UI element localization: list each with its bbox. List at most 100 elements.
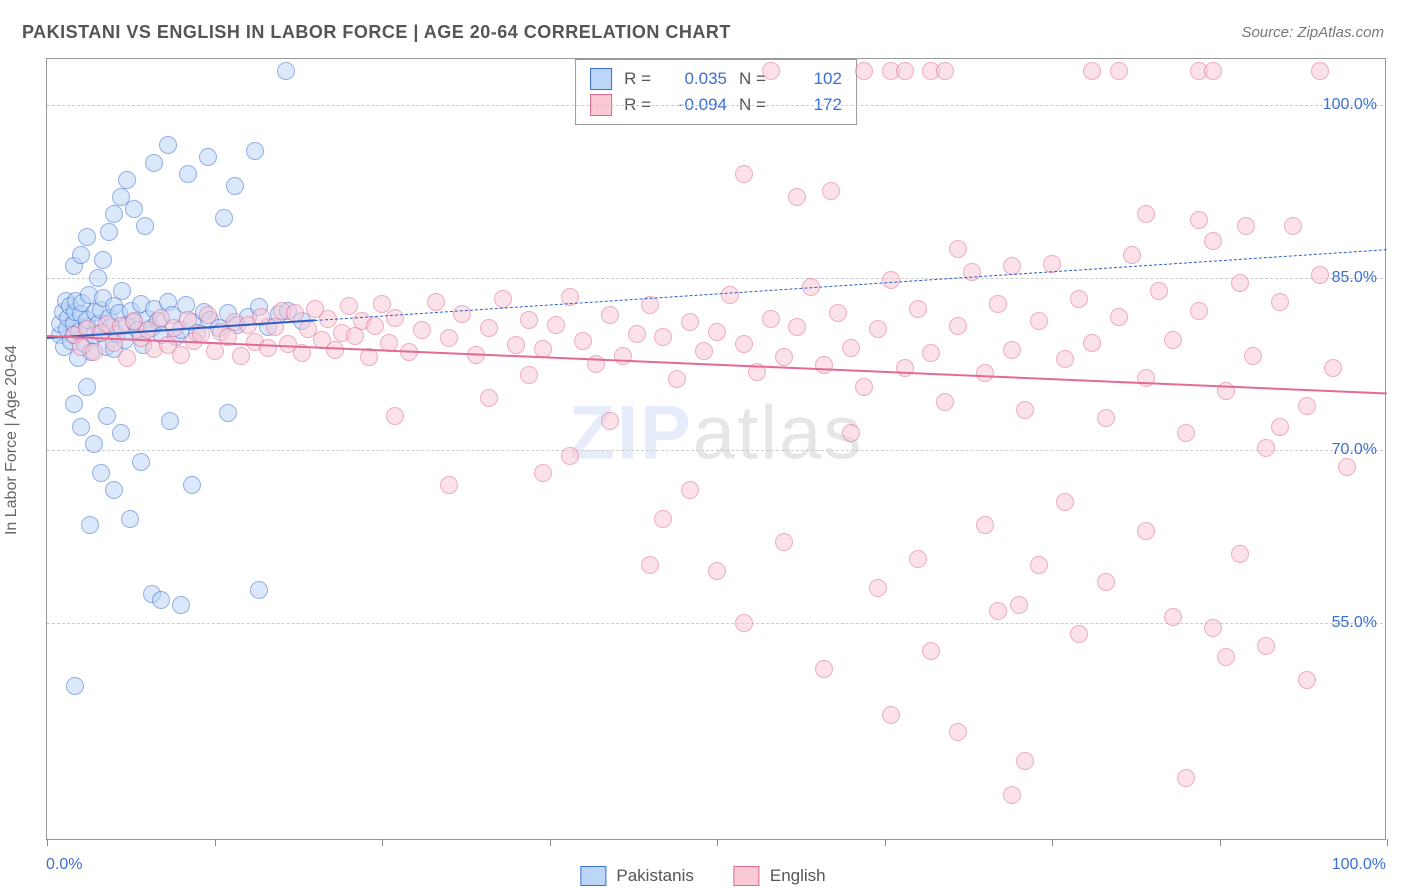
legend-label: English: [770, 866, 826, 886]
scatter-point: [762, 310, 780, 328]
scatter-point: [118, 349, 136, 367]
scatter-point: [480, 319, 498, 337]
scatter-point: [721, 286, 739, 304]
scatter-point: [172, 346, 190, 364]
scatter-point: [1083, 334, 1101, 352]
scatter-point: [440, 476, 458, 494]
scatter-point: [547, 316, 565, 334]
plot-area: ZIPatlas R =0.035N =102R =-0.094N =172 5…: [46, 58, 1386, 840]
scatter-point: [708, 562, 726, 580]
scatter-point: [1070, 625, 1088, 643]
scatter-point: [65, 395, 83, 413]
x-axis-min-label: 0.0%: [46, 856, 82, 874]
scatter-point: [842, 424, 860, 442]
x-tick: [47, 839, 48, 846]
scatter-point: [219, 404, 237, 422]
scatter-point: [136, 217, 154, 235]
scatter-point: [105, 205, 123, 223]
gridline-h: [47, 105, 1383, 106]
scatter-point: [507, 336, 525, 354]
trendline-extrapolated: [315, 249, 1387, 321]
scatter-point: [366, 317, 384, 335]
scatter-point: [681, 481, 699, 499]
scatter-point: [788, 188, 806, 206]
scatter-point: [882, 271, 900, 289]
scatter-point: [1204, 62, 1222, 80]
scatter-point: [936, 393, 954, 411]
scatter-point: [113, 282, 131, 300]
y-tick-label: 85.0%: [1332, 269, 1377, 287]
x-tick: [885, 839, 886, 846]
scatter-point: [85, 435, 103, 453]
scatter-point: [199, 148, 217, 166]
scatter-point: [183, 476, 201, 494]
r-value: 0.035: [663, 69, 727, 89]
scatter-point: [226, 177, 244, 195]
scatter-point: [708, 323, 726, 341]
gridline-h: [47, 623, 1383, 624]
scatter-point: [775, 533, 793, 551]
scatter-point: [1204, 232, 1222, 250]
legend-swatch: [580, 866, 606, 886]
scatter-point: [159, 136, 177, 154]
scatter-point: [681, 313, 699, 331]
scatter-point: [453, 305, 471, 323]
scatter-point: [206, 342, 224, 360]
scatter-point: [922, 642, 940, 660]
legend-swatch: [590, 68, 612, 90]
r-label: R =: [624, 69, 651, 89]
scatter-point: [1177, 424, 1195, 442]
scatter-point: [1137, 205, 1155, 223]
scatter-point: [1311, 62, 1329, 80]
scatter-point: [1097, 573, 1115, 591]
y-tick-label: 100.0%: [1323, 96, 1377, 114]
scatter-point: [161, 412, 179, 430]
scatter-point: [100, 223, 118, 241]
scatter-point: [66, 677, 84, 695]
scatter-point: [1003, 786, 1021, 804]
scatter-point: [259, 339, 277, 357]
scatter-point: [1231, 545, 1249, 563]
x-axis-max-label: 100.0%: [1332, 856, 1386, 874]
scatter-point: [735, 165, 753, 183]
scatter-point: [695, 342, 713, 360]
scatter-point: [326, 341, 344, 359]
scatter-point: [1311, 266, 1329, 284]
scatter-point: [1324, 359, 1342, 377]
scatter-point: [98, 407, 116, 425]
x-tick: [717, 839, 718, 846]
scatter-point: [494, 290, 512, 308]
scatter-point: [1056, 493, 1074, 511]
scatter-point: [105, 481, 123, 499]
correlation-legend: R =0.035N =102R =-0.094N =172: [575, 59, 857, 125]
x-tick: [1052, 839, 1053, 846]
scatter-point: [520, 366, 538, 384]
scatter-point: [949, 240, 967, 258]
scatter-point: [989, 295, 1007, 313]
scatter-point: [1298, 397, 1316, 415]
x-tick: [215, 839, 216, 846]
x-tick: [1387, 839, 1388, 846]
scatter-point: [179, 165, 197, 183]
scatter-point: [815, 660, 833, 678]
scatter-point: [896, 359, 914, 377]
scatter-point: [440, 329, 458, 347]
scatter-point: [1056, 350, 1074, 368]
scatter-point: [81, 516, 99, 534]
scatter-point: [246, 142, 264, 160]
scatter-point: [922, 344, 940, 362]
scatter-point: [882, 706, 900, 724]
scatter-point: [976, 364, 994, 382]
scatter-point: [112, 424, 130, 442]
scatter-point: [949, 317, 967, 335]
scatter-point: [1150, 282, 1168, 300]
scatter-point: [1338, 458, 1356, 476]
scatter-point: [92, 464, 110, 482]
scatter-point: [1204, 619, 1222, 637]
scatter-point: [896, 62, 914, 80]
scatter-point: [1016, 401, 1034, 419]
series-legend: PakistanisEnglish: [580, 866, 825, 886]
legend-item: English: [734, 866, 826, 886]
chart-container: PAKISTANI VS ENGLISH IN LABOR FORCE | AG…: [0, 0, 1406, 892]
scatter-point: [1257, 439, 1275, 457]
